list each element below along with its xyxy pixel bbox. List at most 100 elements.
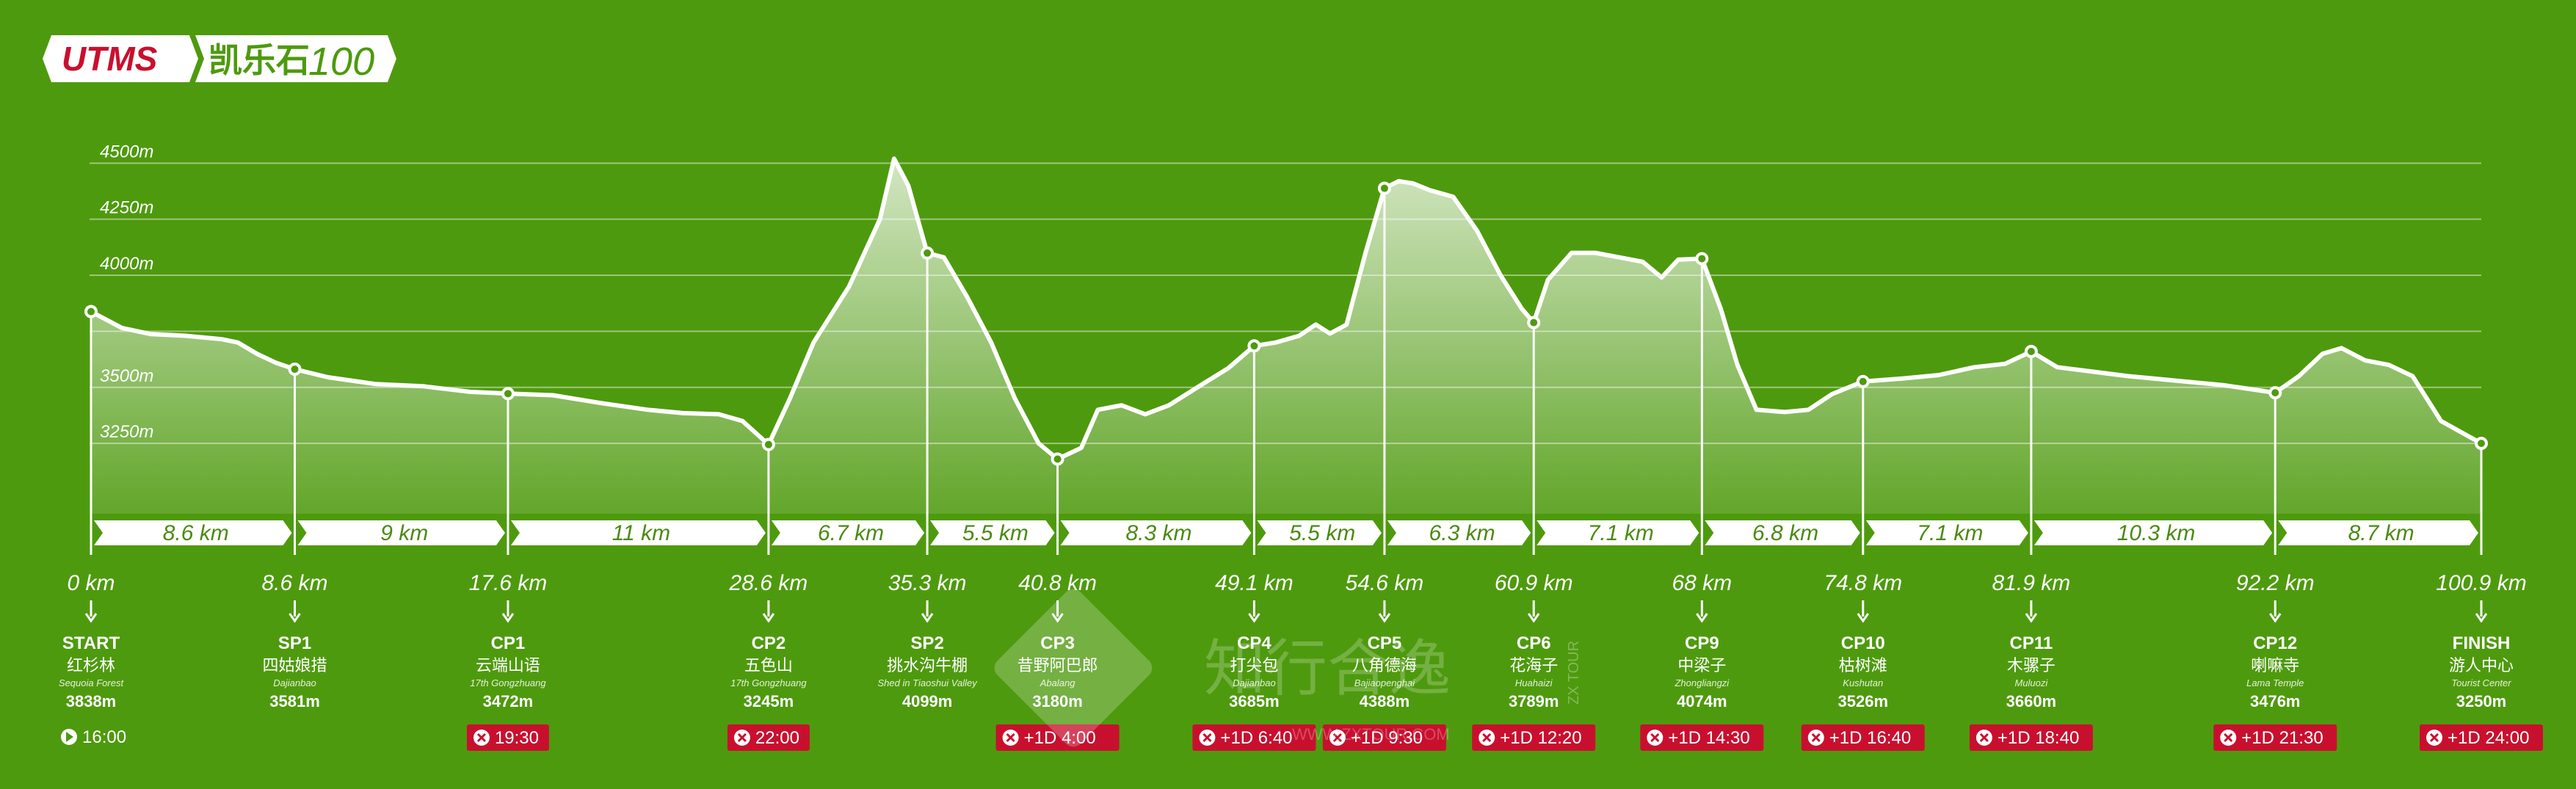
checkpoint-name: 八角德海	[1352, 657, 1417, 675]
segment-band	[2033, 520, 2273, 545]
checkpoint-cp1: 17.6 km CP1 云端山语 17th Gongzhuang 3472m 19:30	[466, 571, 549, 751]
checkpoint-name-en: 17th Gongzhuang	[730, 677, 807, 688]
segment-distance-label: 5.5 km	[1289, 521, 1355, 545]
checkpoint-name: 花海子	[1509, 657, 1558, 675]
logo-race-distance: 100	[308, 40, 374, 84]
checkpoint-marker	[2024, 344, 2038, 358]
checkpoint-km-label: 54.6 km	[1346, 571, 1424, 595]
checkpoint-name: 五色山	[744, 657, 793, 675]
event-logo: UTMS 凯乐石 100	[43, 35, 396, 84]
checkpoint-km-label: 92.2 km	[2236, 571, 2315, 595]
checkpoint-name-en: Sequoia Forest	[59, 677, 125, 688]
cutoff-time: 22:00	[755, 728, 799, 748]
checkpoint-cp3: 40.8 km CP3 昔野阿巴郎 Abalang 3180m +1D 4:00	[995, 571, 1120, 751]
checkpoint-code: CP5	[1368, 633, 1402, 653]
cutoff-badge	[1969, 724, 2093, 751]
cutoff-x-icon-glyph	[2429, 732, 2439, 743]
checkpoint-altitude: 3660m	[2006, 692, 2057, 710]
checkpoint-cp11: 81.9 km CP11 木骡子 Muluozi 3660m +1D 18:40	[1969, 571, 2093, 751]
checkpoint-code: CP4	[1237, 633, 1271, 653]
watermark-side: ZX TOUR	[1566, 641, 1582, 705]
cutoff-badge	[1801, 724, 1925, 751]
arrow-head-icon	[1051, 613, 1064, 623]
cutoff-time: +1D 4:00	[1024, 728, 1096, 748]
elevation-profile-line	[89, 156, 2484, 462]
segment-band	[930, 520, 1055, 545]
segment-distance-label: 6.3 km	[1429, 521, 1495, 545]
checkpoint-cp6: 60.9 km CP6 花海子 Huahaizi 3789m +1D 12:20	[1472, 571, 1596, 751]
checkpoint-name-en: Muluozi	[2014, 677, 2048, 688]
cutoff-x-icon-glyph	[1979, 732, 1989, 743]
checkpoint-finish: 100.9 km FINISH 游人中心 Tourist Center 3250m +1D…	[2420, 571, 2543, 751]
segment-band	[2278, 520, 2478, 545]
arrow-head-icon	[1378, 613, 1391, 623]
checkpoint-marker	[2268, 386, 2282, 400]
start-play-icon-glyph	[66, 732, 73, 742]
checkpoint-name-en: Kushutan	[1843, 677, 1883, 688]
cutoff-time: 19:30	[495, 728, 539, 748]
elevation-area	[91, 159, 2481, 514]
checkpoint-altitude: 3789m	[1509, 692, 1559, 710]
checkpoint-name-en: Shed in Tiaoshui Valley	[877, 677, 978, 688]
checkpoint-marker	[761, 437, 775, 451]
segment-band	[297, 520, 505, 545]
arrow-head-icon	[2269, 613, 2282, 623]
segment-distance-label: 8.3 km	[1126, 521, 1192, 545]
checkpoint-name-en: Dajianbao	[273, 677, 316, 688]
checkpoint-code: START	[62, 633, 120, 653]
checkpoint-name: 中梁子	[1677, 657, 1726, 675]
checkpoint-code: CP12	[2253, 633, 2297, 653]
checkpoint-cp9: 68 km CP9 中梁子 Zhongliangzi 4074m +1D 14:30	[1640, 571, 1764, 751]
segment-band	[510, 520, 766, 545]
checkpoint-name: 昔野阿巴郎	[1017, 657, 1098, 675]
checkpoint-code: CP11	[2010, 633, 2053, 653]
cutoff-time: +1D 24:00	[2448, 728, 2529, 748]
checkpoint-km-label: 40.8 km	[1018, 571, 1097, 595]
segment-band	[1257, 520, 1382, 545]
cutoff-x-icon-glyph	[737, 732, 747, 743]
checkpoint-marker	[1856, 374, 1870, 388]
checkpoint-cp4: 49.1 km CP4 打尖包 Dajianbao 3685m +1D 6:40	[1192, 571, 1316, 751]
checkpoint-km-label: 100.9 km	[2436, 571, 2526, 595]
checkpoint-sp1: 8.6 km SP1 四姑娘措 Dajianbao 3581m	[262, 571, 328, 710]
checkpoint-altitude: 3250m	[2456, 692, 2507, 710]
segment-band	[1060, 520, 1252, 545]
checkpoint-cp12: 92.2 km CP12 喇嘛寺 Lama Temple 3476m +1D 21:30	[2213, 571, 2337, 751]
cutoff-badge	[727, 724, 810, 751]
checkpoint-altitude: 4074m	[1677, 692, 1727, 710]
watermark: 知行合逸 ZX TOUR WWW.ZXTOUR.COM	[994, 589, 1582, 747]
checkpoint-altitude: 3838m	[66, 692, 117, 710]
checkpoint-km-label: 60.9 km	[1495, 571, 1573, 595]
segment-distance-label: 8.6 km	[163, 521, 229, 545]
cutoff-badge	[1322, 724, 1446, 751]
arrow-head-icon	[289, 613, 301, 623]
checkpoint-km-label: 35.3 km	[888, 571, 967, 595]
segment-band	[1387, 520, 1531, 545]
arrow-head-icon	[1696, 613, 1708, 623]
checkpoint-km-label: 0 km	[67, 571, 115, 595]
checkpoint-marker	[1051, 452, 1064, 466]
watermark-logo-mark	[994, 589, 1153, 747]
cutoff-x-icon-glyph	[2224, 732, 2233, 743]
y-tick-label: 4250m	[100, 198, 153, 218]
checkpoint-name: 挑水沟牛棚	[887, 657, 968, 675]
logo-utms-text: UTMS	[62, 40, 158, 78]
arrow-head-icon	[2475, 613, 2488, 623]
checkpoint-km-label: 28.6 km	[729, 571, 808, 595]
checkpoint-marker	[921, 246, 935, 260]
y-tick-label: 4500m	[100, 142, 153, 161]
checkpoint-cp2: 28.6 km CP2 五色山 17th Gongzhuang 3245m 22:00	[727, 571, 810, 751]
cutoff-time: +1D 21:30	[2241, 728, 2323, 748]
arrow-head-icon	[762, 613, 775, 623]
checkpoint-marker	[84, 305, 98, 319]
segment-band	[1865, 520, 2028, 545]
checkpoint-cp10: 74.8 km CP10 枯树滩 Kushutan 3526m +1D 16:40	[1801, 571, 1925, 751]
cutoff-time: +1D 14:30	[1668, 728, 1749, 748]
cutoff-x-icon-glyph	[1006, 732, 1015, 743]
checkpoint-name-en: 17th Gongzhuang	[470, 677, 546, 688]
checkpoint-altitude: 3685m	[1229, 692, 1280, 710]
checkpoint-code: CP2	[752, 633, 786, 653]
cutoff-x-icon-glyph	[1811, 732, 1821, 743]
